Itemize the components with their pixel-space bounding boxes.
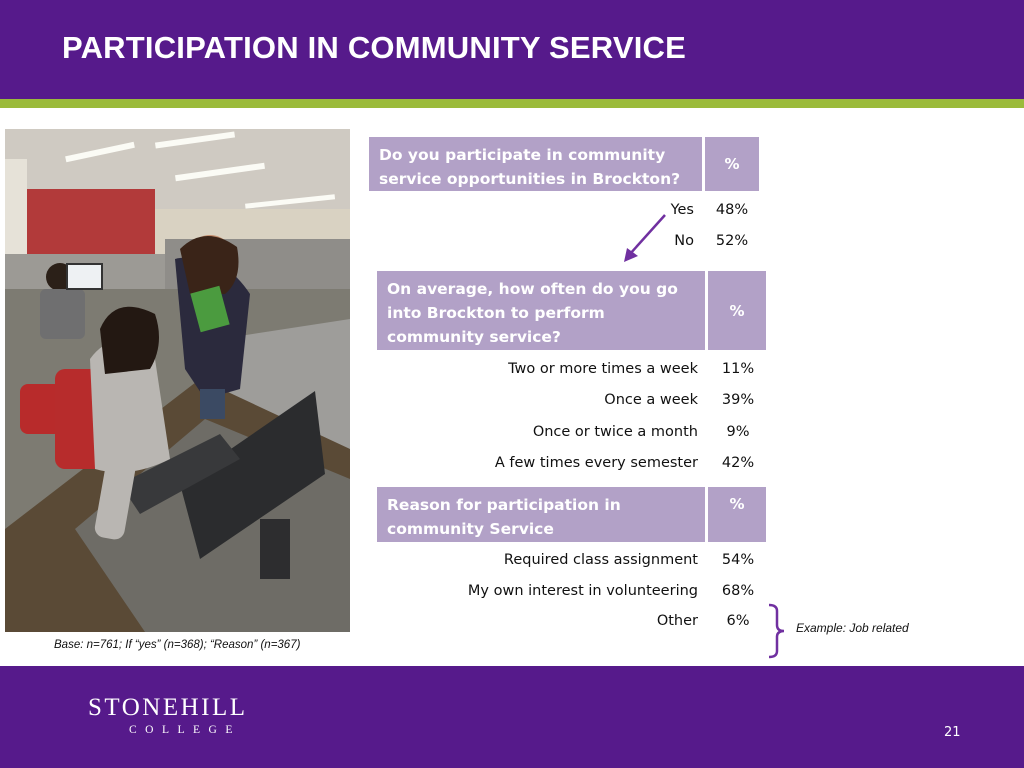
row-label: A few times every semester — [494, 455, 698, 471]
base-note: Base: n=761; If “yes” (n=368); “Reason” … — [54, 639, 301, 651]
row-value: 9% — [726, 424, 750, 440]
page-number: 21 — [944, 725, 961, 740]
row-value: 6% — [726, 613, 750, 629]
row-label: Once or twice a month — [532, 424, 698, 440]
college-logo-sub: COLLEGE — [129, 724, 241, 736]
percent-header: % — [708, 487, 766, 542]
students-computer-lab-photo — [5, 129, 350, 632]
question-participation: Do you participate in community service … — [369, 137, 702, 191]
table-row: Two or more times a week — [420, 359, 698, 379]
slide-title: PARTICIPATION IN COMMUNITY SERVICE — [62, 30, 686, 65]
table-row: Required class assignment — [420, 550, 698, 570]
row-value: 39% — [721, 392, 755, 408]
question-frequency: On average, how often do you go into Bro… — [377, 271, 705, 350]
row-value: 54% — [721, 552, 755, 568]
table-row: Other — [420, 611, 698, 631]
curly-brace-icon — [768, 603, 785, 659]
row-label: Two or more times a week — [508, 361, 698, 377]
row-value: 48% — [715, 202, 749, 218]
row-label: My own interest in volunteering — [467, 583, 698, 599]
row-label: Once a week — [604, 392, 698, 408]
table-row: No — [500, 231, 694, 251]
table-row: My own interest in volunteering — [420, 581, 698, 601]
table-row: Yes — [500, 200, 694, 220]
table-row: Once or twice a month — [420, 422, 698, 442]
table-reason-header: Reason for participation in community Se… — [377, 487, 766, 542]
footer-bar — [0, 666, 1024, 768]
row-label: No — [674, 233, 694, 249]
row-value: 11% — [721, 361, 755, 377]
row-label: Other — [656, 613, 698, 629]
table-frequency-header: On average, how often do you go into Bro… — [377, 271, 766, 350]
row-value: 42% — [721, 455, 755, 471]
row-value: 52% — [715, 233, 749, 249]
arrow-icon — [624, 214, 666, 262]
row-label: Required class assignment — [503, 552, 698, 568]
table-row: A few times every semester — [420, 453, 698, 473]
question-reason: Reason for participation in community Se… — [377, 487, 705, 542]
college-logo-name: STONEHILL — [88, 694, 248, 721]
header-bar — [0, 0, 1024, 99]
percent-header: % — [708, 271, 766, 350]
table-participation-header: Do you participate in community service … — [369, 137, 759, 191]
percent-header: % — [705, 137, 759, 191]
row-value: 68% — [721, 583, 755, 599]
row-label: Yes — [670, 202, 694, 218]
header-accent-stripe — [0, 99, 1024, 108]
table-row: Once a week — [420, 390, 698, 410]
example-note: Example: Job related — [796, 621, 909, 635]
